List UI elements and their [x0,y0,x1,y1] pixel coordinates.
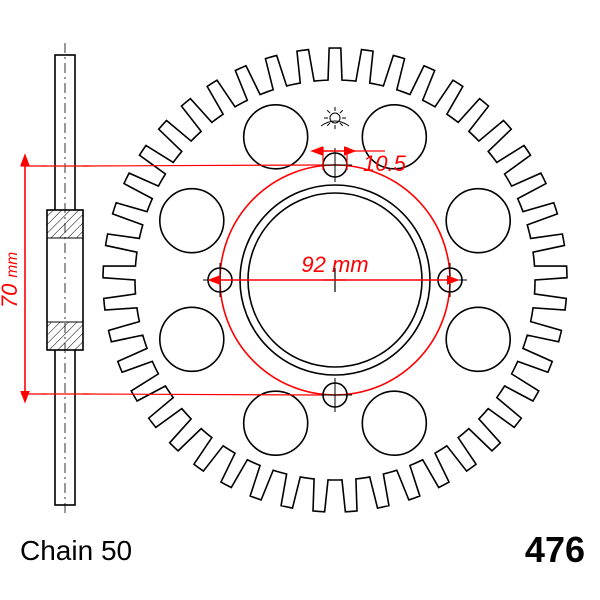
lightening-hole [362,391,426,455]
ext-line-top [83,165,321,166]
ext-line-bot [83,394,321,395]
sprocket-diagram: 92 mm 10.5 70mm Chain 50 476 [0,0,600,600]
dim-bolt-circle-label: 92 mm [301,252,368,277]
lightening-hole [446,189,510,253]
lightening-hole [160,307,224,371]
lightening-hole [244,391,308,455]
part-number: 476 [525,529,585,570]
lightening-hole [244,105,308,169]
lightening-hole [446,307,510,371]
lightening-hole [160,189,224,253]
dim-side-width-label: 70mm [0,252,22,308]
logo-mark [321,107,349,129]
dim-bolt-hole-label: 10.5 [363,151,407,176]
chain-label: Chain 50 [20,535,132,566]
